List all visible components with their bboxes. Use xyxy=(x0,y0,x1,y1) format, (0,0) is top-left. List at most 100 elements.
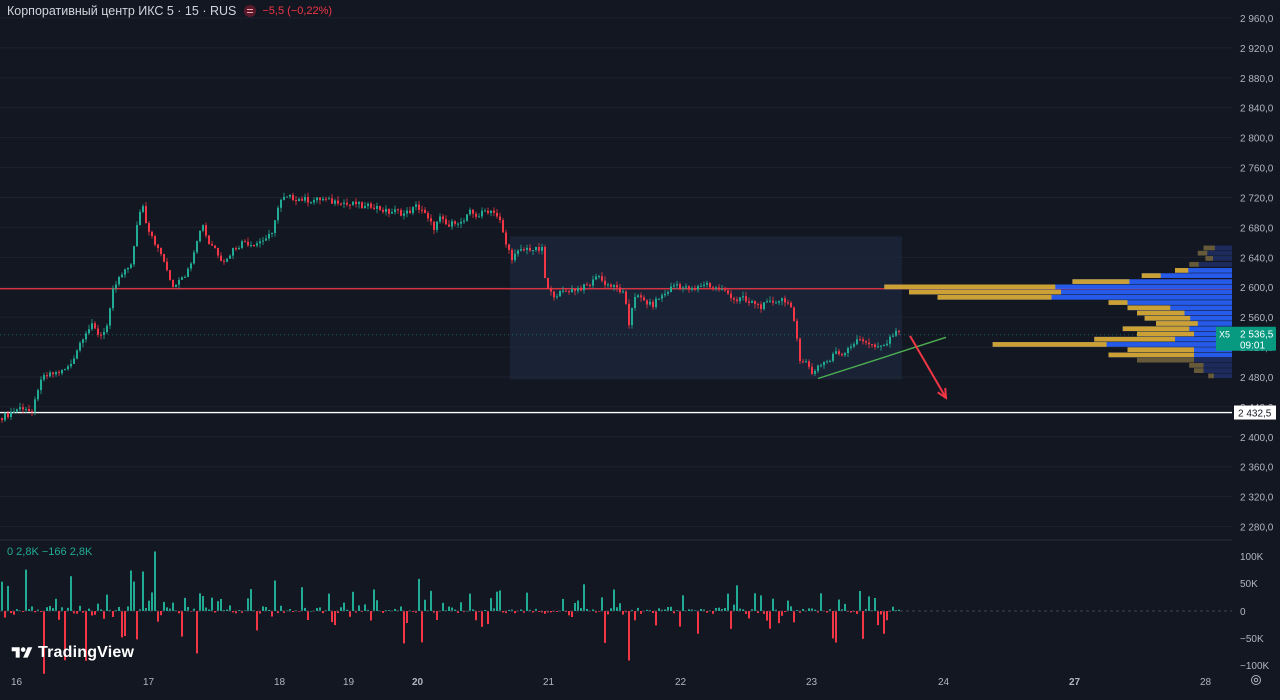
candle-body xyxy=(703,284,705,286)
candle-body xyxy=(355,201,357,205)
volume-delta-bar xyxy=(784,611,786,613)
volume-delta-bar xyxy=(520,609,522,611)
volume-profile-row xyxy=(1189,262,1232,267)
candle-body xyxy=(892,335,894,337)
volume-delta-bar xyxy=(457,611,459,613)
candle-body xyxy=(241,241,243,248)
candle-body xyxy=(307,197,309,203)
price-tick-label: 2 600,0 xyxy=(1240,283,1274,294)
volume-delta-bar xyxy=(433,611,435,613)
candle-body xyxy=(526,247,528,250)
candle-body xyxy=(667,291,669,294)
volume-delta-bar xyxy=(817,611,819,613)
price-tick-label: 2 760,0 xyxy=(1240,164,1274,175)
candle-body xyxy=(535,247,537,250)
candle-body xyxy=(286,196,288,198)
volume-delta-bar xyxy=(418,578,420,611)
volume-profile-row xyxy=(937,294,1232,300)
candle-body xyxy=(532,249,534,251)
volume-delta-bar xyxy=(43,611,45,674)
candle-body xyxy=(283,196,285,200)
volume-delta-bar xyxy=(529,609,531,611)
tradingview-logo[interactable]: TradingView xyxy=(10,644,134,662)
volume-delta-bar xyxy=(451,607,453,611)
volume-delta-bar xyxy=(346,609,348,611)
price-tick-label: 2 480,0 xyxy=(1240,373,1274,384)
candle-body xyxy=(370,203,372,208)
volume-delta-bar xyxy=(649,609,651,611)
volume-delta-bar xyxy=(373,589,375,611)
volume-delta-bar xyxy=(730,611,732,629)
candle-body xyxy=(757,304,759,306)
candle-body xyxy=(373,207,375,209)
candle-body xyxy=(664,293,666,296)
volume-delta-bar xyxy=(64,611,66,661)
candle-body xyxy=(394,209,396,213)
candle-body xyxy=(253,245,255,247)
price-tick-label: 2 880,0 xyxy=(1240,74,1274,85)
candle-body xyxy=(4,413,6,421)
time-axis[interactable]: 16 17 18 19 20 21 22 23 24 27 28 xyxy=(11,677,1212,688)
gear-icon[interactable] xyxy=(1250,674,1262,686)
volume-delta-bar xyxy=(49,605,51,611)
volume-delta-bar xyxy=(37,609,39,611)
candle-body xyxy=(796,320,798,339)
candle-body xyxy=(646,300,648,305)
volume-delta-bar xyxy=(316,608,318,611)
volume-delta-bar xyxy=(415,611,417,613)
candle-body xyxy=(16,409,18,412)
candle-body xyxy=(106,325,108,333)
candle-body xyxy=(628,303,630,326)
down-arrow[interactable] xyxy=(909,335,948,400)
candle-body xyxy=(235,248,237,250)
candle-body xyxy=(715,287,717,289)
symbol-legend[interactable]: Корпоративный центр ИКС 5 · 15 · RUS −5,… xyxy=(7,3,332,19)
candle-body xyxy=(583,284,585,291)
volume-profile-poc-segment xyxy=(884,284,1056,290)
candle-body xyxy=(460,221,462,224)
candle-body xyxy=(85,333,87,340)
price-tick-label: 2 400,0 xyxy=(1240,433,1274,444)
candle-body xyxy=(649,301,651,305)
volume-profile-poc-segment xyxy=(909,289,1061,295)
candle-body xyxy=(517,250,519,254)
volume-delta-bar xyxy=(550,611,552,613)
volume-delta-bar xyxy=(463,611,465,613)
volume-delta-bar xyxy=(118,606,120,611)
candle-body xyxy=(328,198,330,200)
volume-delta-bar xyxy=(352,591,354,611)
volume-delta-bar xyxy=(160,611,162,616)
volume-delta-bar xyxy=(241,611,243,613)
volume-delta-bar xyxy=(40,611,42,612)
volume-delta-bar xyxy=(865,609,867,611)
volume-delta-bar xyxy=(751,609,753,611)
time-tick-label: 23 xyxy=(806,677,818,688)
volume-delta-bar xyxy=(301,587,303,611)
consolidation-box[interactable] xyxy=(510,236,902,380)
currency-icon xyxy=(244,5,257,17)
volume-delta-bar xyxy=(196,611,198,654)
candle-body xyxy=(58,372,60,374)
volume-delta-bar xyxy=(88,608,90,611)
volume-profile-row xyxy=(1194,368,1232,373)
arrow-head xyxy=(937,387,948,400)
volume-delta-bar xyxy=(394,608,396,611)
price-axis[interactable]: 2 960,0 2 920,0 2 880,0 2 840,0 2 800,0 2 760… xyxy=(1240,14,1274,534)
candle-body xyxy=(364,206,366,209)
volume-delta-bar xyxy=(862,611,864,639)
candles xyxy=(1,192,900,423)
candle-body xyxy=(547,278,549,289)
candle-body xyxy=(73,358,75,364)
volume-delta-bar xyxy=(775,609,777,611)
candle-body xyxy=(49,372,51,377)
volume-profile-row xyxy=(1175,268,1232,273)
candle-body xyxy=(559,290,561,297)
candle-body xyxy=(67,366,69,370)
trend-line[interactable] xyxy=(817,336,947,380)
volume-delta-bar xyxy=(781,611,783,616)
candle-body xyxy=(508,244,510,250)
candle-body xyxy=(124,269,126,275)
volume-profile-poc-segment xyxy=(1094,336,1175,342)
volume-profile-poc-segment xyxy=(1072,279,1130,284)
